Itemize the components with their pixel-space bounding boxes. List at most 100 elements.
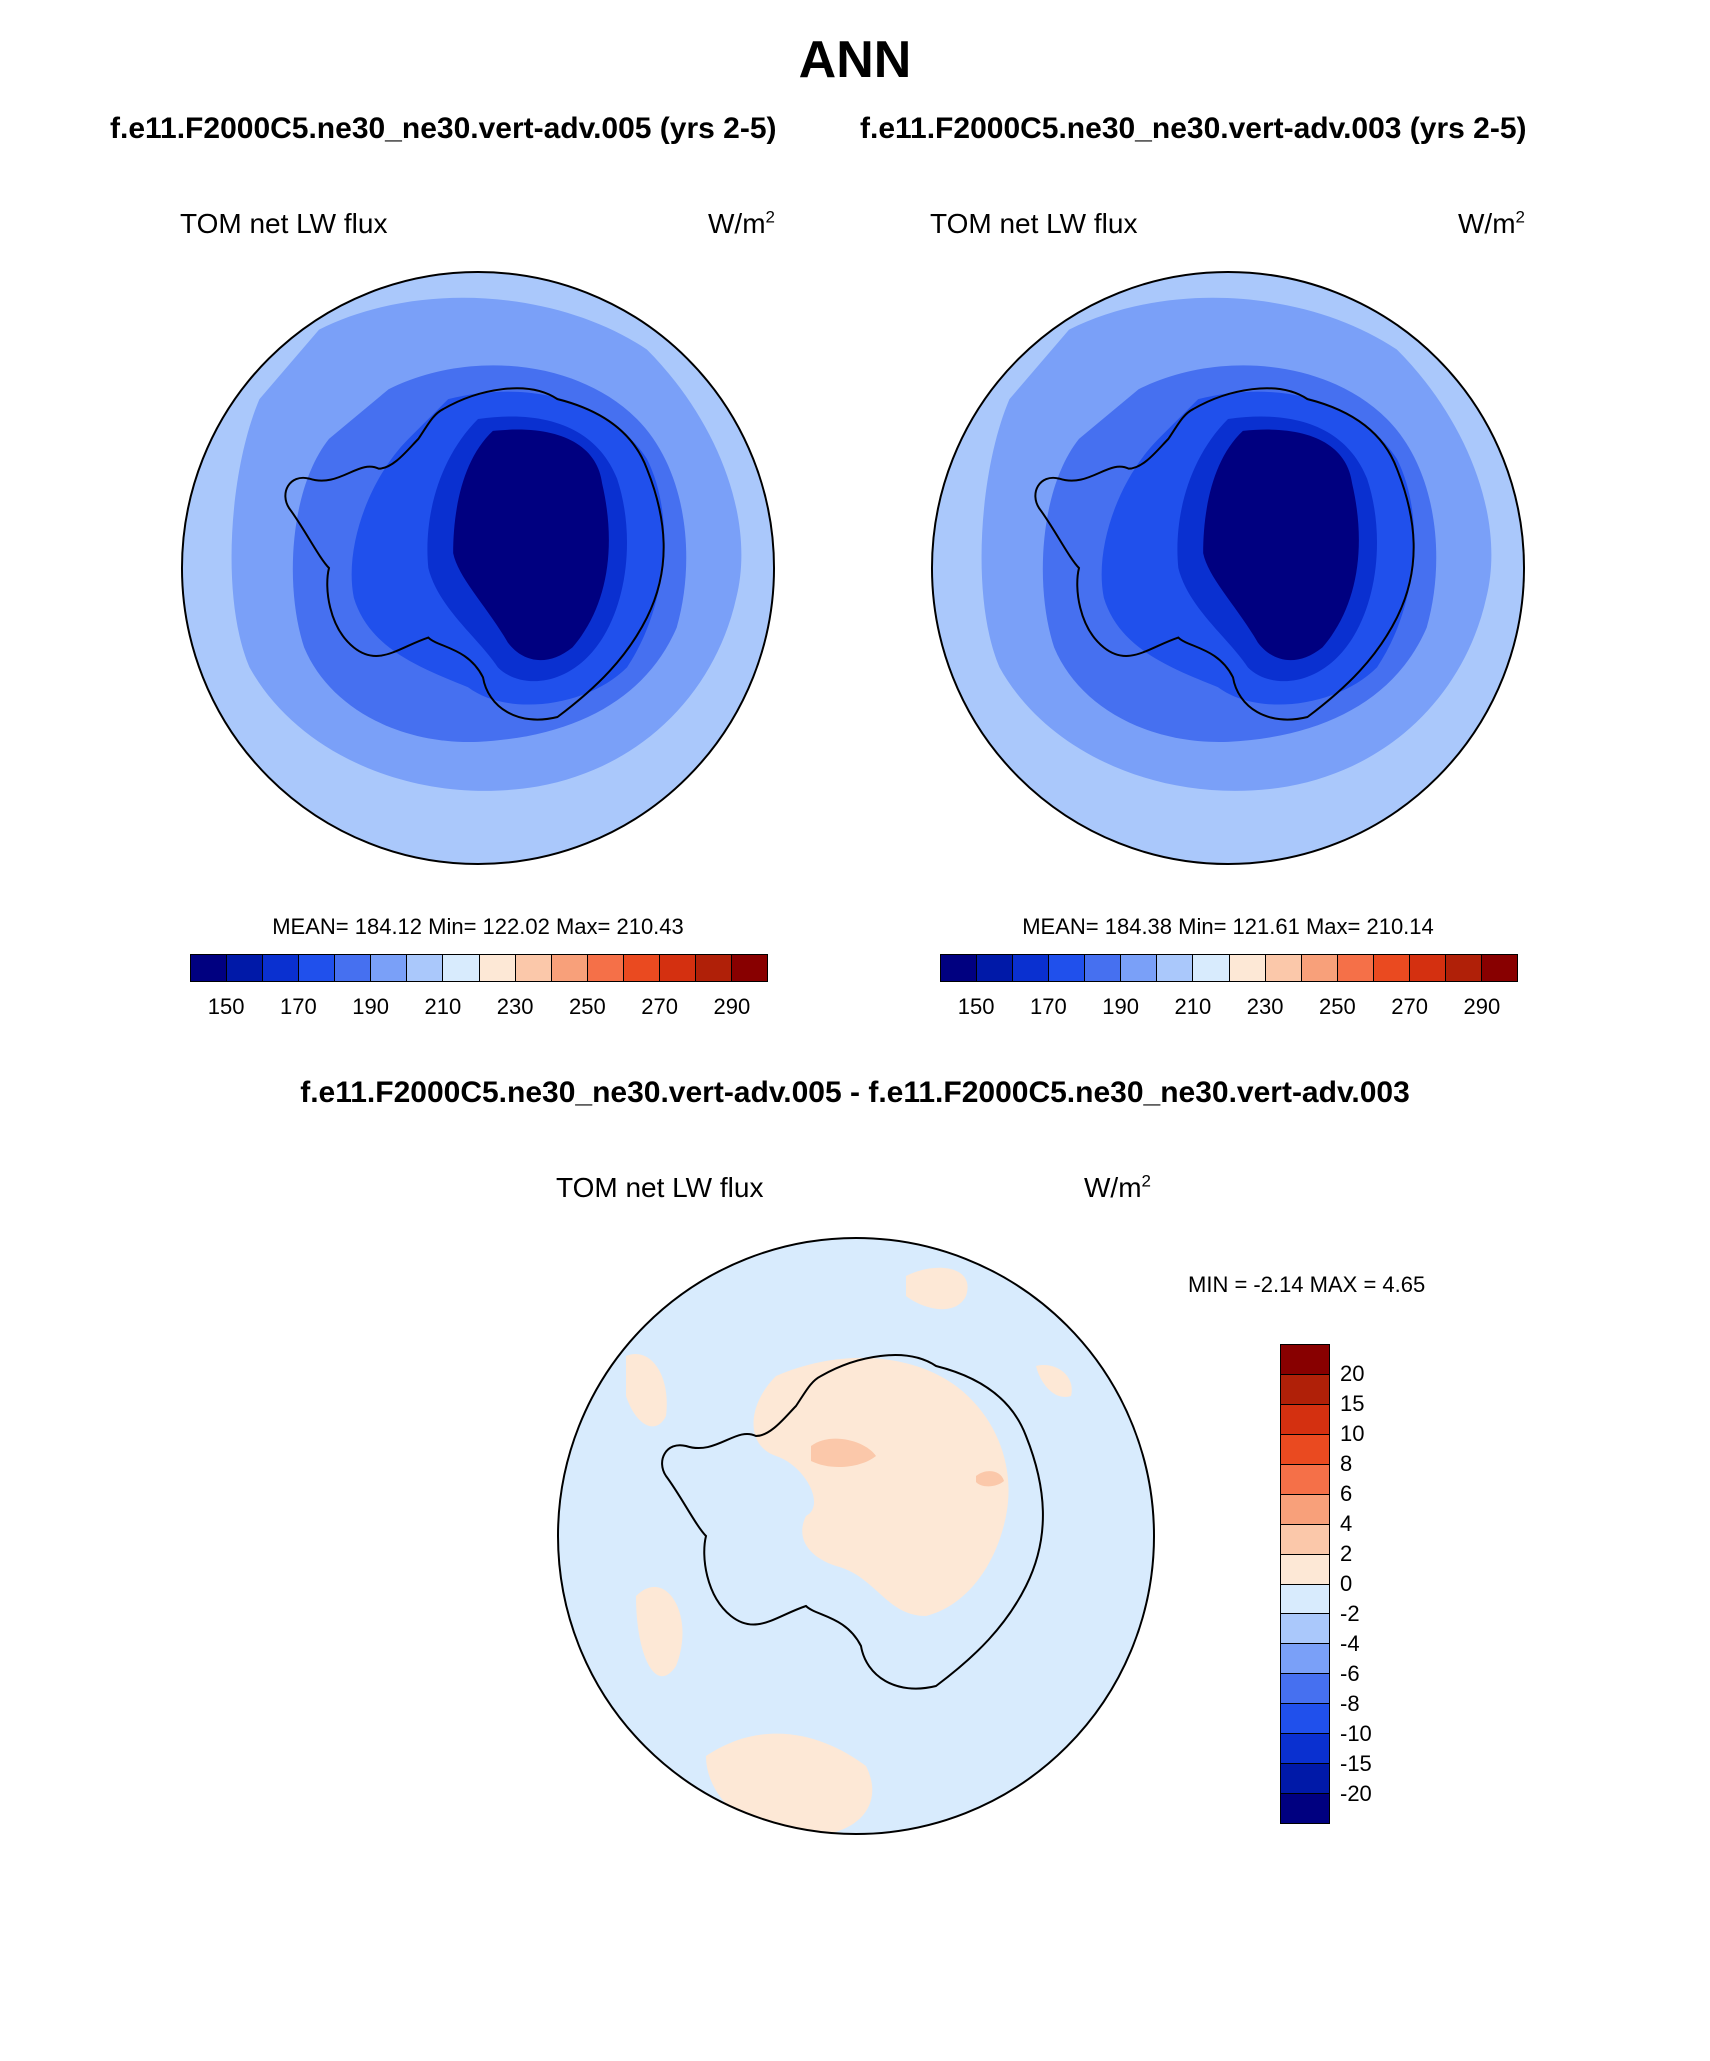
- panel3-units: W/m2: [1084, 1171, 1151, 1203]
- panel1-colorbar-labels: 150 170 190 210 230 250 270 290: [190, 994, 768, 1024]
- colorbar-tick-label: 15: [1340, 1391, 1365, 1416]
- colorbar-swatch: [1121, 955, 1158, 981]
- colorbar-swatch: [479, 955, 516, 981]
- colorbar-swatch: [1281, 1674, 1329, 1705]
- colorbar-swatch: [1281, 1494, 1329, 1525]
- colorbar-tick-label: 0: [1340, 1571, 1353, 1596]
- colorbar-swatch: [977, 955, 1014, 981]
- main-title: ANN: [798, 31, 912, 89]
- colorbar-tick-label: 250: [569, 994, 606, 1019]
- colorbar-tick-label: 170: [1030, 994, 1067, 1019]
- colorbar-tick-label: -8: [1340, 1691, 1360, 1716]
- colorbar-tick-label: 250: [1319, 994, 1356, 1019]
- panel2-polar-map: [930, 270, 1526, 866]
- panel3-contour-positive-antarctica: [753, 1357, 1009, 1616]
- panel3-contour-positive-2: [811, 1438, 876, 1468]
- panel3-variable-label: TOM net LW flux: [556, 1172, 764, 1203]
- colorbar-swatch: [1281, 1345, 1329, 1375]
- colorbar-swatch: [1229, 955, 1266, 981]
- colorbar-swatch: [1337, 955, 1374, 981]
- panel3-colorbar: [1280, 1344, 1330, 1824]
- colorbar-tick-label: 190: [352, 994, 389, 1019]
- panel3-contour-positive-south: [706, 1733, 873, 1834]
- colorbar-tick-label: 210: [424, 994, 462, 1019]
- panel3-contour-positive-3: [976, 1471, 1004, 1487]
- colorbar-swatch: [371, 955, 408, 981]
- colorbar-swatch: [191, 955, 228, 981]
- colorbar-tick-label: 190: [1102, 994, 1139, 1019]
- case-title-2: f.e11.F2000C5.ne30_ne30.vert-adv.003 (yr…: [860, 112, 1527, 145]
- panel3-polar-map: [557, 1237, 1155, 1835]
- colorbar-tick-label: 210: [1174, 994, 1212, 1019]
- colorbar-tick-label: -4: [1340, 1631, 1360, 1656]
- colorbar-swatch: [263, 955, 300, 981]
- panel1-contour-130: [453, 429, 609, 661]
- colorbar-tick-label: 170: [280, 994, 317, 1019]
- colorbar-swatch: [1373, 955, 1410, 981]
- colorbar-tick-label: -20: [1340, 1781, 1372, 1806]
- colorbar-tick-label: 20: [1340, 1361, 1365, 1386]
- colorbar-tick-label: 150: [957, 994, 995, 1019]
- panel1-polar-map: [180, 270, 776, 866]
- colorbar-tick-label: 230: [1246, 994, 1284, 1019]
- colorbar-swatch: [515, 955, 552, 981]
- colorbar-swatch: [1445, 955, 1482, 981]
- colorbar-swatch: [1281, 1524, 1329, 1555]
- colorbar-tick-label: 10: [1340, 1421, 1365, 1446]
- panel3-contour-positive-west: [626, 1354, 667, 1427]
- colorbar-swatch: [1281, 1644, 1329, 1675]
- panel3-contour-positive-northeast: [906, 1267, 968, 1310]
- colorbar-swatch: [407, 955, 444, 981]
- colorbar-tick-label: 290: [713, 994, 751, 1019]
- colorbar-tick-label: 6: [1340, 1481, 1353, 1506]
- colorbar-tick-label: 290: [1463, 994, 1501, 1019]
- colorbar-swatch: [1281, 1464, 1329, 1495]
- colorbar-swatch: [1281, 1404, 1329, 1435]
- colorbar-swatch: [443, 955, 480, 981]
- colorbar-tick-label: 4: [1340, 1511, 1353, 1536]
- colorbar-swatch: [1085, 955, 1122, 981]
- panel2-stats: MEAN= 184.38 Min= 121.61 Max= 210.14: [1022, 914, 1434, 939]
- colorbar-swatch: [1281, 1614, 1329, 1645]
- panel1-colorbar: [190, 954, 768, 982]
- colorbar-swatch: [1013, 955, 1050, 981]
- colorbar-swatch: [587, 955, 624, 981]
- colorbar-swatch: [1301, 955, 1338, 981]
- colorbar-swatch: [1281, 1734, 1329, 1765]
- colorbar-tick-label: 8: [1340, 1451, 1353, 1476]
- colorbar-swatch: [1281, 1794, 1329, 1823]
- colorbar-tick-label: -15: [1340, 1751, 1372, 1776]
- colorbar-swatch: [1281, 1374, 1329, 1405]
- panel3-contour-positive-east: [1036, 1365, 1072, 1397]
- colorbar-swatch: [1193, 955, 1230, 981]
- case-title-1: f.e11.F2000C5.ne30_ne30.vert-adv.005 (yr…: [110, 112, 777, 145]
- colorbar-swatch: [1281, 1764, 1329, 1795]
- colorbar-swatch: [623, 955, 660, 981]
- colorbar-swatch: [1049, 955, 1086, 981]
- colorbar-swatch: [299, 955, 336, 981]
- colorbar-swatch: [695, 955, 732, 981]
- colorbar-swatch: [1281, 1584, 1329, 1615]
- panel1-antarctica-coastline: [284, 387, 665, 721]
- diff-title: f.e11.F2000C5.ne30_ne30.vert-adv.005 - f…: [300, 1076, 1410, 1109]
- colorbar-tick-label: 230: [496, 994, 534, 1019]
- colorbar-swatch: [227, 955, 264, 981]
- colorbar-swatch: [551, 955, 588, 981]
- panel2-colorbar: [940, 954, 1518, 982]
- colorbar-swatch: [1281, 1704, 1329, 1735]
- colorbar-swatch: [1409, 955, 1446, 981]
- colorbar-swatch: [731, 955, 767, 981]
- colorbar-tick-label: 270: [1391, 994, 1428, 1019]
- colorbar-tick-label: -2: [1340, 1601, 1360, 1626]
- panel2-units: W/m2: [1458, 207, 1525, 239]
- panel1-stats: MEAN= 184.12 Min= 122.02 Max= 210.43: [272, 914, 684, 939]
- colorbar-tick-label: 270: [641, 994, 678, 1019]
- panel2-colorbar-labels: 150 170 190 210 230 250 270 290: [940, 994, 1518, 1024]
- panel3-antarctica-coastline: [661, 1354, 1044, 1690]
- panel1-units: W/m2: [708, 207, 775, 239]
- colorbar-tick-label: 2: [1340, 1541, 1353, 1566]
- panel3-contour-positive-southwest: [636, 1586, 683, 1677]
- colorbar-tick-label: 150: [207, 994, 245, 1019]
- colorbar-swatch: [1157, 955, 1194, 981]
- colorbar-swatch: [335, 955, 372, 981]
